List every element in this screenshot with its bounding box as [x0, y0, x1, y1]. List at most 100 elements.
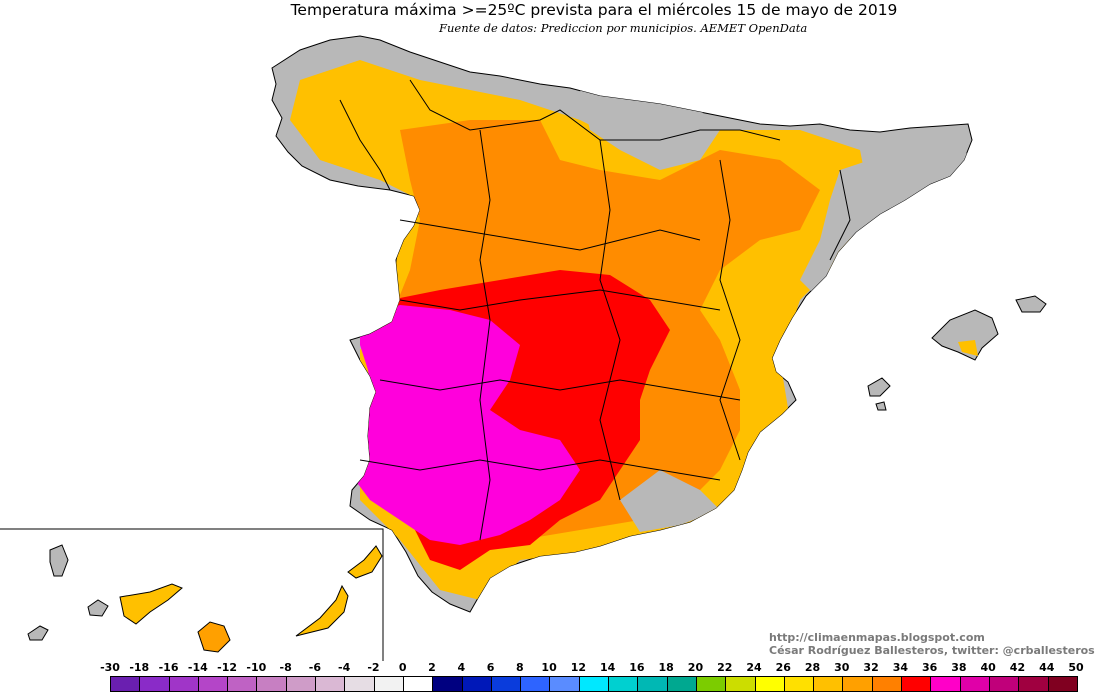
border-galicia — [339, 99, 391, 191]
scale-tick-label: 34 — [892, 661, 909, 674]
island-tenerife — [119, 583, 183, 625]
scale-swatch — [931, 677, 961, 691]
scale-swatch — [872, 677, 903, 691]
scale-swatch — [902, 677, 932, 691]
scale-swatch — [843, 677, 873, 691]
scale-tick-label: -14 — [187, 661, 208, 674]
scale-tick-label: -30 — [100, 661, 120, 674]
regional-borders — [339, 79, 851, 541]
scale-tick-label: 24 — [746, 661, 762, 674]
scale-swatch — [814, 677, 844, 691]
island-fuerteventura — [295, 584, 349, 637]
scale-tick-label: 12 — [570, 661, 587, 674]
border-north-south-3 — [719, 159, 741, 461]
zone-gray-southeast — [620, 470, 720, 532]
island-ibiza — [867, 377, 891, 397]
scale-swatch — [579, 677, 610, 691]
zone-magenta — [355, 305, 580, 545]
scale-tick-label: 28 — [804, 661, 821, 674]
scale-tick-label: 0 — [398, 661, 407, 674]
border-north-south-2 — [599, 139, 621, 501]
scale-tick-label: -8 — [279, 661, 292, 674]
scale-tick-label: 38 — [951, 661, 967, 674]
scale-swatch — [345, 677, 375, 691]
scale-swatch — [1019, 677, 1049, 691]
border-north-south-1 — [479, 129, 491, 541]
border-north — [409, 79, 781, 141]
scale-swatch — [257, 677, 287, 691]
scale-swatch — [491, 677, 522, 691]
island-menorca — [1015, 295, 1047, 313]
mallorca-hot-zone — [958, 340, 978, 356]
scale-tick-label: 42 — [1009, 661, 1026, 674]
scale-tick-label: 36 — [921, 661, 938, 674]
island-el-hierro — [27, 625, 49, 641]
scale-swatch — [638, 677, 668, 691]
island-formentera — [875, 401, 887, 411]
scale-tick-label: -10 — [246, 661, 267, 674]
map-title: Temperatura máxima >=25ºC prevista para … — [290, 1, 898, 19]
balearic-islands — [867, 295, 1047, 411]
scale-tick-label: 10 — [541, 661, 557, 674]
scale-swatch — [403, 677, 434, 691]
border-central — [399, 289, 721, 311]
scale-tick-label: 44 — [1039, 661, 1055, 674]
scale-tick-label: -2 — [367, 661, 380, 674]
border-castilla-leon — [399, 219, 701, 251]
scale-tick-label: -16 — [158, 661, 179, 674]
scale-swatch — [784, 677, 815, 691]
island-la-gomera — [87, 599, 109, 617]
scale-tick-label: 14 — [599, 661, 616, 674]
scale-tick-label: -18 — [129, 661, 150, 674]
island-mallorca — [931, 309, 999, 361]
color-scale-bar — [110, 676, 1078, 692]
scale-tick-label: 20 — [687, 661, 704, 674]
scale-tick-label: 18 — [658, 661, 674, 674]
scale-tick-label: 8 — [515, 661, 524, 674]
scale-swatch — [111, 677, 141, 691]
scale-tick-label: -6 — [308, 661, 322, 674]
scale-tick-label: 50 — [1068, 661, 1084, 674]
scale-swatch — [989, 677, 1020, 691]
scale-swatch — [169, 677, 199, 691]
scale-swatch — [316, 677, 346, 691]
scale-tick-label: 32 — [863, 661, 879, 674]
scale-swatch — [521, 677, 551, 691]
scale-swatch — [198, 677, 229, 691]
scale-tick-label: -4 — [338, 661, 351, 674]
scale-swatch — [286, 677, 317, 691]
scale-tick-label: 16 — [629, 661, 645, 674]
scale-tick-label: 30 — [834, 661, 850, 674]
border-aragon-catalonia — [829, 169, 851, 261]
scale-swatch — [609, 677, 639, 691]
island-lanzarote — [347, 545, 383, 579]
canary-inset-frame — [0, 528, 384, 661]
credit-blog: http://climaenmapas.blogspot.com — [769, 631, 985, 644]
scale-swatch — [696, 677, 727, 691]
scale-swatch — [140, 677, 170, 691]
scale-swatch — [433, 677, 463, 691]
zone-gray-north — [580, 90, 720, 170]
scale-swatch — [667, 677, 697, 691]
credit-author: César Rodríguez Ballesteros, twitter: @c… — [769, 644, 1095, 657]
scale-tick-label: -12 — [217, 661, 238, 674]
canary-islands — [27, 544, 383, 653]
scale-tick-label: 4 — [457, 661, 466, 674]
scale-swatch — [755, 677, 785, 691]
scale-tick-label: 40 — [980, 661, 996, 674]
island-gran-canaria — [197, 621, 231, 653]
scale-tick-label: 22 — [717, 661, 733, 674]
scale-swatch — [1048, 677, 1077, 691]
color-scale-labels: -30 -18 -16 -14 -12 -10 -8 -6 -4 -2 0 2 4 6 8 10 12 14 16 1… — [0, 661, 1098, 675]
scale-tick-label: 26 — [775, 661, 791, 674]
scale-swatch — [960, 677, 990, 691]
scale-swatch — [462, 677, 492, 691]
scale-swatch — [550, 677, 580, 691]
scale-swatch — [726, 677, 756, 691]
scale-swatch — [228, 677, 258, 691]
scale-tick-label: 6 — [486, 661, 495, 674]
map-subtitle: Fuente de datos: Prediccion por municipi… — [439, 21, 808, 35]
border-andalucia — [359, 459, 721, 481]
scale-tick-label: 2 — [428, 661, 436, 674]
